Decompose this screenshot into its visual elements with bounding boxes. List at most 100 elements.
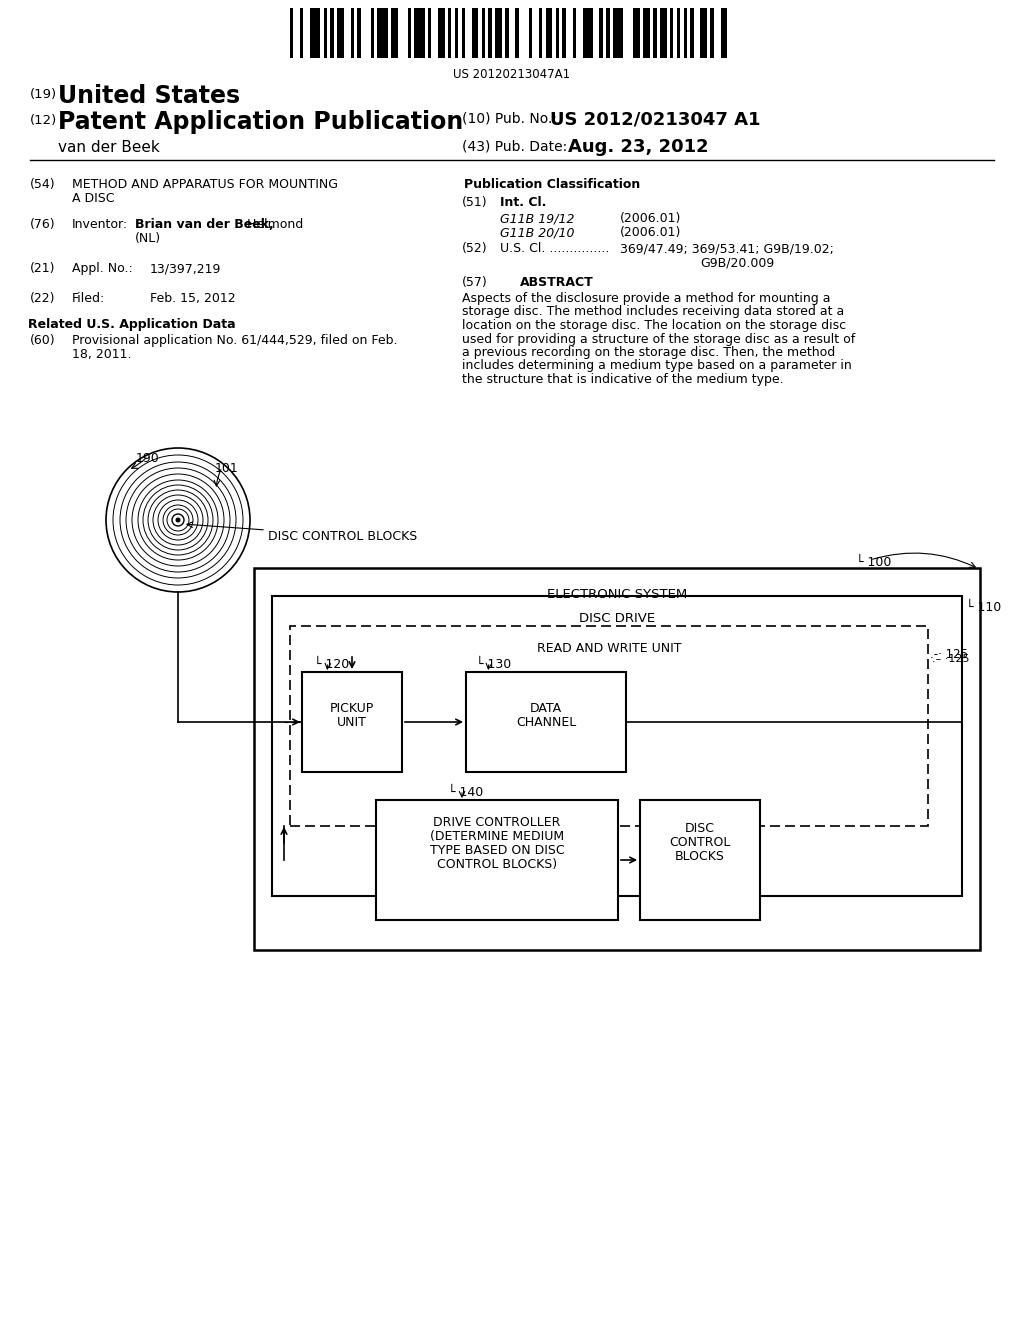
Text: (52): (52) <box>462 242 487 255</box>
Text: 18, 2011.: 18, 2011. <box>72 348 131 360</box>
Text: van der Beek: van der Beek <box>58 140 160 154</box>
Text: .-· 125: .-· 125 <box>930 648 968 661</box>
Text: DISC CONTROL BLOCKS: DISC CONTROL BLOCKS <box>268 531 417 543</box>
Text: CHANNEL: CHANNEL <box>516 715 577 729</box>
Text: Int. Cl.: Int. Cl. <box>500 195 547 209</box>
Bar <box>350 8 354 58</box>
Bar <box>310 8 321 58</box>
Bar <box>539 8 543 58</box>
Bar <box>376 800 618 920</box>
Text: (43) Pub. Date:: (43) Pub. Date: <box>462 140 567 154</box>
Bar <box>660 8 667 58</box>
Text: A DISC: A DISC <box>72 191 115 205</box>
Text: 190: 190 <box>136 451 160 465</box>
Text: G11B 20/10: G11B 20/10 <box>500 226 574 239</box>
Text: └ 110: └ 110 <box>966 601 1001 614</box>
Bar <box>438 8 444 58</box>
Text: Aspects of the disclosure provide a method for mounting a: Aspects of the disclosure provide a meth… <box>462 292 830 305</box>
Text: TYPE BASED ON DISC: TYPE BASED ON DISC <box>430 843 564 857</box>
Text: Brian van der Beek,: Brian van der Beek, <box>135 218 273 231</box>
Bar <box>700 8 708 58</box>
Bar <box>455 8 458 58</box>
Text: a previous recording on the storage disc. Then, the method: a previous recording on the storage disc… <box>462 346 836 359</box>
Text: .– ·125: .– ·125 <box>932 653 970 664</box>
Text: DISC: DISC <box>685 822 715 836</box>
Bar <box>462 8 465 58</box>
Bar <box>505 8 509 58</box>
Bar <box>481 8 485 58</box>
Bar <box>466 672 626 772</box>
Bar <box>254 568 980 950</box>
Text: (21): (21) <box>30 261 55 275</box>
Text: DRIVE CONTROLLER: DRIVE CONTROLLER <box>433 816 561 829</box>
Bar <box>633 8 640 58</box>
Text: 101: 101 <box>215 462 239 475</box>
Text: (2006.01): (2006.01) <box>620 226 681 239</box>
Text: 13/397,219: 13/397,219 <box>150 261 221 275</box>
Bar <box>677 8 680 58</box>
Bar <box>290 626 928 826</box>
Bar <box>290 8 293 58</box>
Text: └ 140: └ 140 <box>449 785 483 799</box>
Bar <box>546 8 552 58</box>
Text: Related U.S. Application Data: Related U.S. Application Data <box>29 318 236 331</box>
Text: (2006.01): (2006.01) <box>620 213 681 224</box>
Bar <box>583 8 593 58</box>
Text: CONTROL BLOCKS): CONTROL BLOCKS) <box>437 858 557 871</box>
Bar <box>556 8 559 58</box>
Bar <box>272 597 962 896</box>
Text: ABSTRACT: ABSTRACT <box>520 276 594 289</box>
Text: G9B/20.009: G9B/20.009 <box>700 256 774 269</box>
Text: UNIT: UNIT <box>337 715 367 729</box>
Text: DISC DRIVE: DISC DRIVE <box>579 612 655 624</box>
Text: Aug. 23, 2012: Aug. 23, 2012 <box>568 139 709 156</box>
Bar <box>337 8 344 58</box>
Text: US 2012/0213047 A1: US 2012/0213047 A1 <box>550 110 761 128</box>
Text: (22): (22) <box>30 292 55 305</box>
Text: storage disc. The method includes receiving data stored at a: storage disc. The method includes receiv… <box>462 305 844 318</box>
Text: (NL): (NL) <box>135 232 161 246</box>
Bar <box>684 8 687 58</box>
Text: includes determining a medium type based on a parameter in: includes determining a medium type based… <box>462 359 852 372</box>
Text: BLOCKS: BLOCKS <box>675 850 725 863</box>
Text: used for providing a structure of the storage disc as a result of: used for providing a structure of the st… <box>462 333 855 346</box>
Bar <box>653 8 656 58</box>
Text: (DETERMINE MEDIUM: (DETERMINE MEDIUM <box>430 830 564 843</box>
Text: (51): (51) <box>462 195 487 209</box>
Bar <box>640 800 760 920</box>
Bar <box>302 672 402 772</box>
Bar <box>599 8 603 58</box>
Text: Helmond: Helmond <box>243 218 303 231</box>
Text: Filed:: Filed: <box>72 292 105 305</box>
Bar <box>300 8 303 58</box>
Circle shape <box>175 517 180 523</box>
Text: Feb. 15, 2012: Feb. 15, 2012 <box>150 292 236 305</box>
Bar <box>428 8 431 58</box>
Bar <box>711 8 714 58</box>
Bar <box>562 8 566 58</box>
Bar <box>449 8 452 58</box>
Bar <box>690 8 693 58</box>
Bar <box>357 8 360 58</box>
Bar <box>643 8 650 58</box>
Bar <box>670 8 674 58</box>
Text: (10) Pub. No.:: (10) Pub. No.: <box>462 112 557 125</box>
Text: Patent Application Publication: Patent Application Publication <box>58 110 463 135</box>
Text: (54): (54) <box>30 178 55 191</box>
Text: (19): (19) <box>30 88 57 102</box>
Bar <box>415 8 425 58</box>
Text: U.S. Cl. ...............: U.S. Cl. ............... <box>500 242 609 255</box>
Bar <box>613 8 623 58</box>
Bar <box>371 8 374 58</box>
Text: (60): (60) <box>30 334 55 347</box>
Bar <box>488 8 492 58</box>
Text: the structure that is indicative of the medium type.: the structure that is indicative of the … <box>462 374 783 385</box>
Text: (57): (57) <box>462 276 487 289</box>
Bar <box>408 8 411 58</box>
Text: (12): (12) <box>30 114 57 127</box>
Text: US 20120213047A1: US 20120213047A1 <box>454 69 570 81</box>
Bar <box>721 8 727 58</box>
Bar <box>391 8 397 58</box>
Bar <box>324 8 327 58</box>
Text: DATA: DATA <box>530 702 562 715</box>
